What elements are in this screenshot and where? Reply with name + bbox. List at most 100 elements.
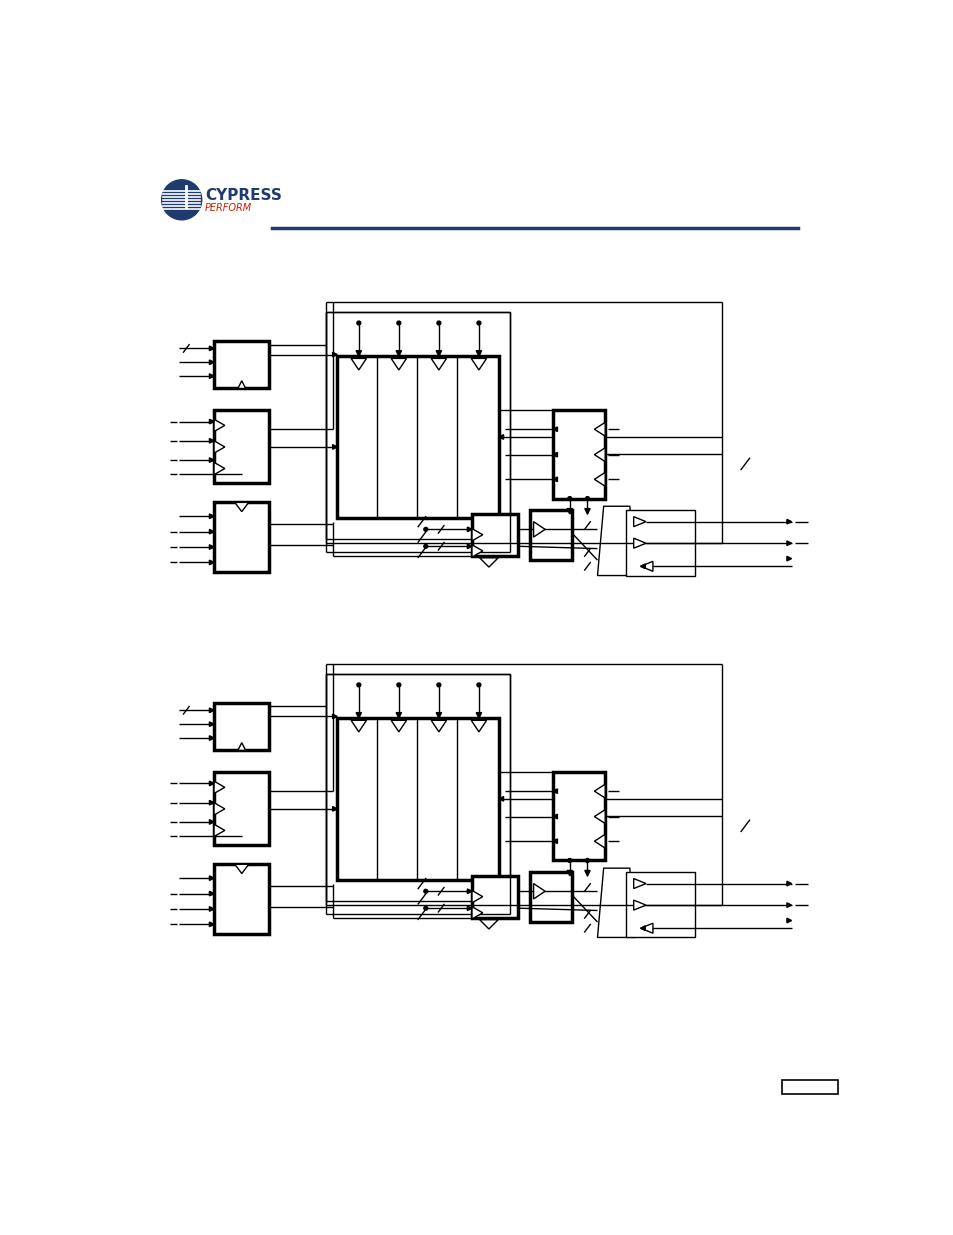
- Circle shape: [423, 889, 427, 893]
- Polygon shape: [467, 527, 472, 531]
- Polygon shape: [210, 800, 213, 805]
- Bar: [781, 1079, 837, 1094]
- Polygon shape: [213, 782, 225, 793]
- Ellipse shape: [161, 180, 201, 220]
- Text: CYPRESS: CYPRESS: [205, 189, 281, 204]
- Polygon shape: [786, 918, 791, 923]
- Polygon shape: [566, 509, 572, 514]
- Circle shape: [567, 858, 571, 862]
- Polygon shape: [594, 422, 604, 436]
- Polygon shape: [476, 351, 481, 356]
- Circle shape: [476, 683, 480, 687]
- Circle shape: [585, 496, 589, 500]
- Circle shape: [423, 906, 427, 910]
- Bar: [213, 703, 269, 751]
- Polygon shape: [594, 448, 604, 462]
- Polygon shape: [584, 509, 590, 514]
- Polygon shape: [633, 878, 645, 888]
- Polygon shape: [467, 889, 472, 894]
- Polygon shape: [210, 820, 213, 824]
- Polygon shape: [597, 868, 636, 937]
- Polygon shape: [472, 906, 482, 919]
- Polygon shape: [498, 797, 503, 802]
- Bar: [625, 510, 695, 576]
- Bar: [552, 410, 604, 499]
- Circle shape: [476, 321, 480, 325]
- Polygon shape: [597, 506, 636, 576]
- Polygon shape: [351, 358, 366, 370]
- Circle shape: [585, 858, 589, 862]
- Polygon shape: [210, 545, 213, 550]
- Polygon shape: [210, 530, 213, 534]
- Polygon shape: [633, 516, 645, 526]
- Polygon shape: [786, 520, 791, 524]
- Polygon shape: [210, 782, 213, 785]
- Bar: [472, 876, 517, 918]
- Polygon shape: [210, 458, 213, 462]
- Polygon shape: [479, 920, 497, 929]
- Polygon shape: [237, 742, 245, 751]
- Polygon shape: [355, 351, 361, 356]
- Polygon shape: [210, 438, 213, 443]
- Circle shape: [356, 321, 360, 325]
- Bar: [213, 410, 269, 483]
- Polygon shape: [395, 351, 401, 356]
- Bar: [552, 772, 604, 861]
- Polygon shape: [594, 784, 604, 798]
- Polygon shape: [594, 810, 604, 824]
- Polygon shape: [552, 477, 557, 482]
- Circle shape: [356, 683, 360, 687]
- Polygon shape: [210, 374, 213, 378]
- Polygon shape: [431, 358, 446, 370]
- Polygon shape: [210, 359, 213, 364]
- Polygon shape: [786, 882, 791, 885]
- Polygon shape: [594, 472, 604, 487]
- Bar: [213, 772, 269, 845]
- Bar: [472, 514, 517, 556]
- Polygon shape: [584, 871, 590, 876]
- Polygon shape: [210, 419, 213, 424]
- Polygon shape: [436, 713, 441, 718]
- Polygon shape: [210, 721, 213, 726]
- Polygon shape: [552, 839, 557, 844]
- Bar: [213, 341, 269, 389]
- Bar: [529, 872, 572, 923]
- Polygon shape: [472, 890, 482, 903]
- Text: PERFORM: PERFORM: [205, 204, 252, 214]
- Polygon shape: [472, 529, 482, 541]
- Polygon shape: [234, 864, 249, 873]
- Polygon shape: [471, 720, 486, 732]
- Polygon shape: [210, 708, 213, 713]
- Polygon shape: [213, 803, 225, 815]
- Polygon shape: [467, 906, 472, 910]
- Polygon shape: [566, 871, 572, 876]
- Polygon shape: [391, 358, 406, 370]
- Bar: [336, 356, 498, 517]
- Polygon shape: [640, 561, 652, 572]
- Circle shape: [423, 527, 427, 531]
- Polygon shape: [552, 814, 557, 819]
- Polygon shape: [210, 736, 213, 740]
- Circle shape: [567, 496, 571, 500]
- Polygon shape: [640, 926, 644, 930]
- Polygon shape: [210, 892, 213, 895]
- Polygon shape: [533, 521, 544, 537]
- Polygon shape: [498, 435, 503, 440]
- Polygon shape: [213, 441, 225, 453]
- Circle shape: [396, 683, 400, 687]
- Polygon shape: [594, 835, 604, 848]
- Circle shape: [423, 545, 427, 548]
- Polygon shape: [333, 352, 336, 357]
- Polygon shape: [552, 789, 557, 793]
- Polygon shape: [471, 358, 486, 370]
- Polygon shape: [210, 923, 213, 926]
- Polygon shape: [210, 876, 213, 881]
- Polygon shape: [633, 900, 645, 910]
- Polygon shape: [552, 427, 557, 431]
- Polygon shape: [333, 806, 336, 811]
- Polygon shape: [436, 351, 441, 356]
- Bar: [213, 503, 269, 572]
- Polygon shape: [633, 538, 645, 548]
- Polygon shape: [234, 503, 249, 511]
- Circle shape: [436, 683, 440, 687]
